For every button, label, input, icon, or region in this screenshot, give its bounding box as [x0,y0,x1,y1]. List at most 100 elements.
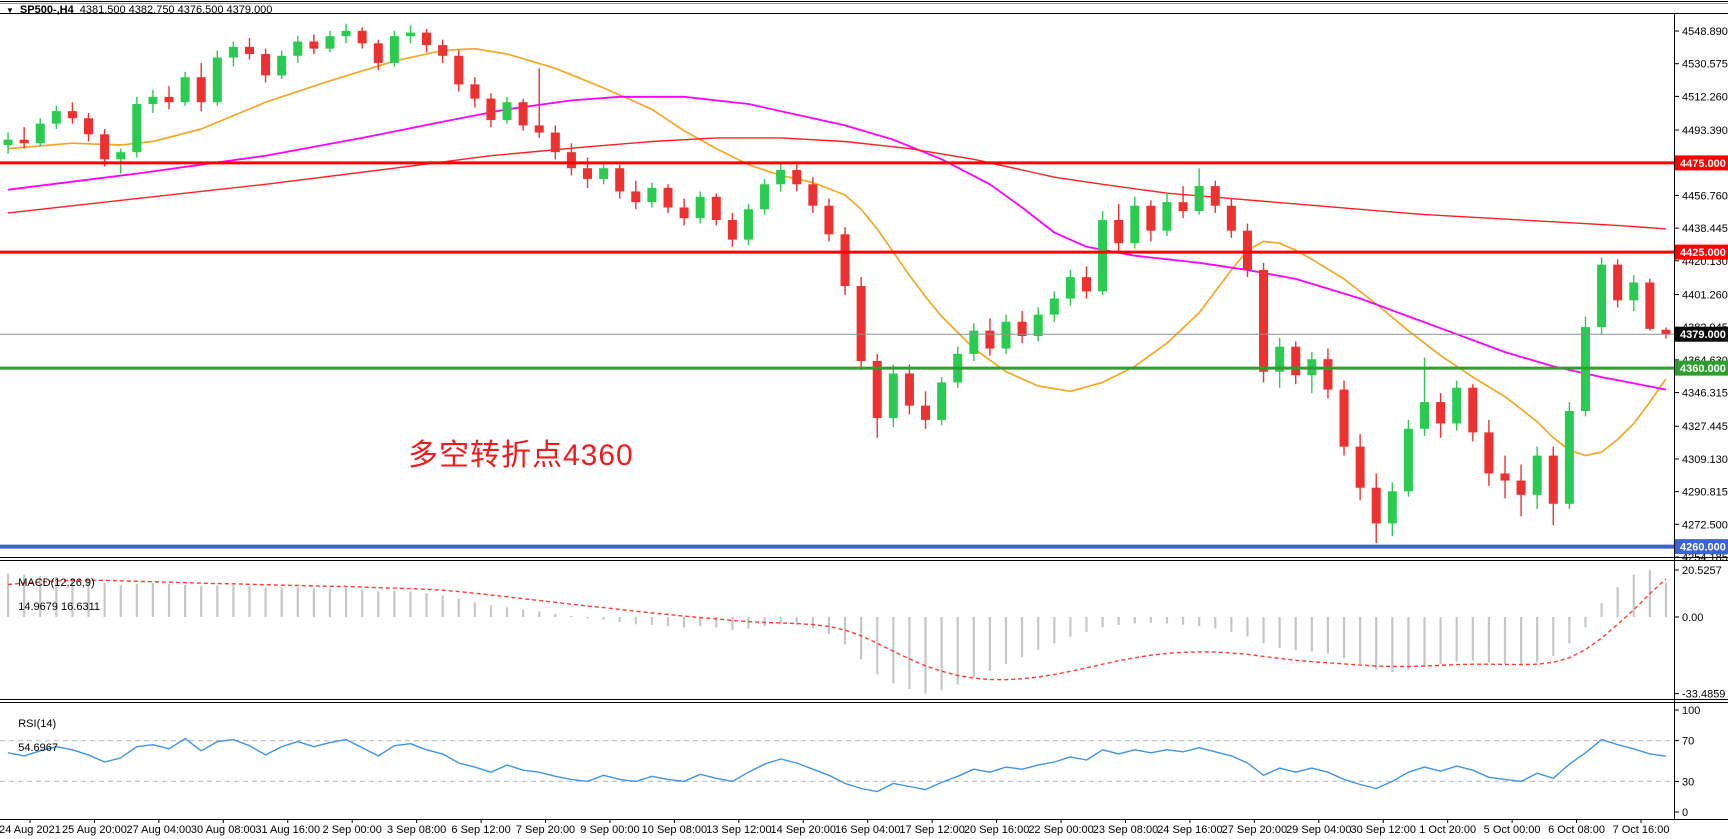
time-tick-label: 17 Sep 12:00 [899,824,964,836]
candle-body [760,184,770,210]
candle-body [164,96,174,103]
time-tick-label: 7 Sep 20:00 [516,824,575,836]
candle-body [1098,219,1108,292]
candle-body [518,102,528,126]
rsi-panel[interactable]: 100 70 30 0 [0,705,1700,819]
candle-body [1033,314,1043,337]
candle-body [470,84,480,99]
time-tick-label: 22 Sep 00:00 [1028,824,1093,836]
time-tick-label: 20 Sep 16:00 [964,824,1029,836]
candle-body [1017,321,1027,337]
time-tick-label: 3 Sep 08:00 [387,824,446,836]
price-badge [1675,326,1728,342]
price-badge [1675,244,1728,260]
candle-body [534,125,544,133]
candle-body [116,152,126,160]
time-axis[interactable]: 24 Aug 2021 25 Aug 20:00 27 Aug 04:00 30 Au… [0,819,1669,836]
candle-body [1484,432,1494,474]
macd-title: MACD(12,26,9) [18,577,95,589]
candle-body [261,54,271,76]
candle-body [1323,359,1333,390]
price-tick-label: 4512.260 [1682,91,1728,103]
candle-body [615,168,625,192]
candle-body [454,55,464,85]
candle-body [51,111,61,124]
candle-body [566,152,576,169]
candle-body [937,382,947,420]
time-tick-label: 10 Sep 08:00 [642,824,707,836]
candle-body [67,111,77,119]
price-tick-label: 4438.445 [1682,223,1728,235]
candle-body [100,134,110,160]
candle-body [180,77,190,103]
candle-body [599,168,609,179]
candle-body [1194,186,1204,212]
candle-body [1259,269,1269,372]
candle-body [631,191,641,203]
macd-signal-line [7,578,1667,681]
candle-body [727,219,737,240]
rsi-indicator-label: RSI(14) 54.6967 [6,706,58,766]
candle-body [1532,455,1542,495]
candle-body [1001,321,1011,349]
candle-body [212,57,222,103]
candle-body [244,46,254,55]
candle-body [1661,329,1671,335]
price-badge-label: 4475.000 [1680,158,1726,170]
price-tick-label: 4327.445 [1682,421,1728,433]
candle-body [1162,202,1172,231]
time-tick-label: 27 Aug 04:00 [126,824,191,836]
candle-body [888,373,898,419]
ma-mid-magenta [7,95,1667,391]
candle-body [228,46,238,58]
chart-text-annotation[interactable]: 多空转折点4360 [408,439,634,472]
candle-body [486,98,496,121]
rsi-value: 54.6967 [18,742,58,754]
time-tick-label: 6 Sep 12:00 [451,824,510,836]
candle-body [277,55,287,76]
candle-body [647,187,657,203]
macd-panel[interactable]: 20.5257 0.00 -33.4859 [6,565,1725,701]
price-axis: 4548.890 4530.575 4512.260 4493.390 4456.760… [1674,26,1728,564]
candle-body [921,405,931,420]
candle-body [1597,264,1607,328]
candle-body [583,168,593,179]
candle-body [1355,446,1365,488]
candle-body [1516,480,1526,495]
time-tick-label: 13 Sep 12:00 [706,824,771,836]
candle-body [695,196,705,219]
rsi-tick-label: 100 [1682,705,1700,717]
rsi-tick-label: 70 [1682,736,1694,748]
candle-body [872,360,882,419]
candle-body [1500,473,1510,481]
candle-body [663,187,673,208]
candle-body [502,102,512,121]
time-tick-label: 2 Sep 00:00 [323,824,382,836]
price-tick-label: 4456.760 [1682,190,1728,202]
main-price-panel[interactable] [0,23,1674,549]
rsi-value-line [7,737,1667,793]
candle-body [1371,487,1381,524]
time-tick-label: 14 Sep 20:00 [771,824,836,836]
candle-body [985,330,995,349]
candle-body [1403,428,1413,492]
time-tick-label: 24 Sep 16:00 [1157,824,1222,836]
time-tick-label: 16 Sep 04:00 [835,824,900,836]
candles-layer [3,23,1671,544]
candle-body [35,123,45,144]
candle-body [132,103,142,153]
candle-body [1339,389,1349,447]
candle-body [969,330,979,354]
candle-body [1564,410,1574,504]
rsi-tick-label: 0 [1682,807,1688,819]
candle-body [148,96,158,104]
price-badge-label: 4360.000 [1680,363,1726,375]
chevron-down-icon[interactable]: ▼ [6,5,14,15]
time-tick-label: 24 Aug 2021 [0,824,61,836]
price-badge-label: 4425.000 [1680,247,1726,259]
time-tick-label: 29 Sep 04:00 [1286,824,1351,836]
rsi-title: RSI(14) [18,718,57,730]
macd-values: 14.9679 16.6311 [18,601,100,613]
candle-body [1645,282,1655,329]
